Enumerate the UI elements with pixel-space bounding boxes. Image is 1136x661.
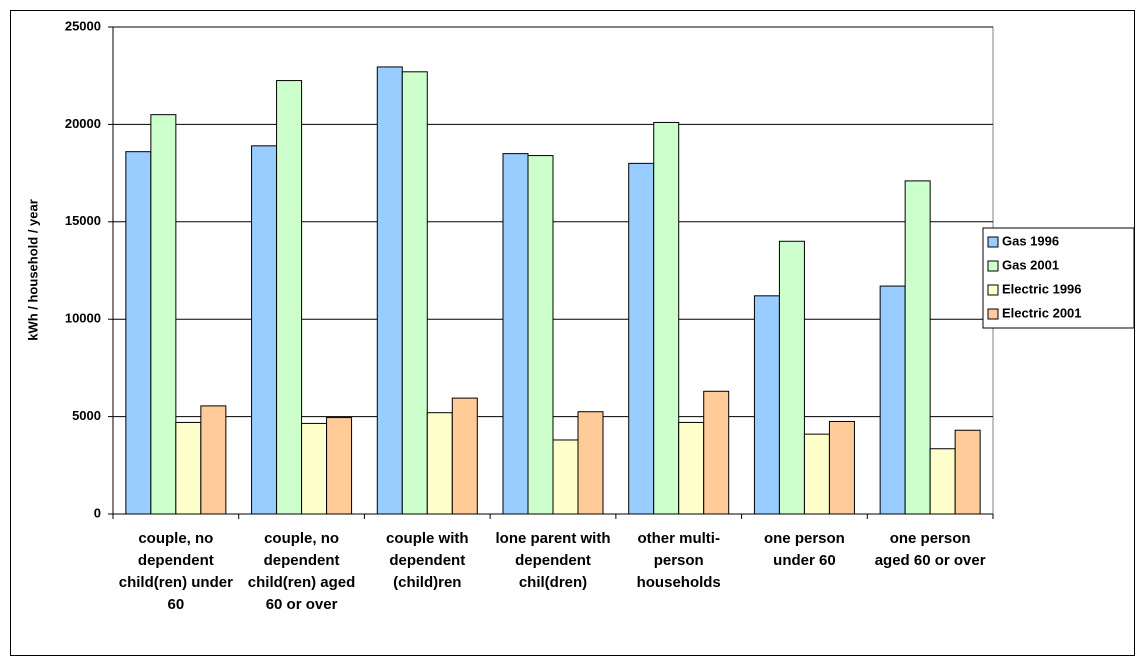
legend-label: Electric 2001 bbox=[1002, 305, 1082, 320]
bar bbox=[778, 240, 805, 515]
y-tick-label: 0 bbox=[94, 505, 101, 520]
x-tick-label: other multi-person households bbox=[636, 530, 721, 591]
y-tick-label: 15000 bbox=[65, 213, 101, 228]
bar bbox=[628, 162, 655, 515]
bar bbox=[150, 114, 177, 515]
bar bbox=[426, 412, 453, 515]
bar bbox=[200, 405, 227, 515]
bar bbox=[376, 66, 403, 515]
legend-swatch bbox=[987, 284, 999, 296]
legend-box bbox=[982, 227, 1135, 329]
x-tick-label: one person aged 60 or over bbox=[874, 530, 986, 569]
bar bbox=[703, 390, 730, 515]
y-tick-label: 25000 bbox=[65, 18, 101, 33]
legend-swatch bbox=[987, 236, 999, 248]
x-tick-label: couple with dependent (child)ren bbox=[386, 530, 469, 591]
x-tick-label: couple, no dependent child(ren) under 60 bbox=[118, 530, 233, 613]
bar bbox=[401, 71, 428, 515]
x-tick-label: couple, no dependent child(ren) aged 60 … bbox=[247, 530, 356, 613]
legend-label: Electric 1996 bbox=[1002, 281, 1082, 296]
legend-swatch bbox=[987, 260, 999, 272]
bar bbox=[753, 295, 780, 515]
y-tick-label: 10000 bbox=[65, 311, 101, 326]
bar bbox=[326, 417, 353, 515]
legend-label: Gas 1996 bbox=[1002, 233, 1059, 248]
bar bbox=[803, 433, 830, 515]
bar bbox=[451, 397, 478, 515]
bar bbox=[929, 448, 956, 515]
bar bbox=[502, 153, 529, 515]
legend-swatch bbox=[987, 308, 999, 320]
bar bbox=[904, 180, 931, 515]
bar bbox=[125, 151, 152, 515]
x-tick-label: one person under 60 bbox=[763, 530, 845, 569]
bar bbox=[251, 145, 278, 515]
bar bbox=[527, 155, 554, 515]
bar bbox=[175, 421, 202, 515]
y-tick-label: 20000 bbox=[65, 116, 101, 131]
bar bbox=[954, 429, 981, 515]
bar bbox=[552, 439, 579, 515]
bar bbox=[577, 411, 604, 515]
y-tick-label: 5000 bbox=[72, 408, 101, 423]
bar bbox=[276, 80, 303, 515]
x-tick-label: lone parent with dependent chil(dren) bbox=[495, 530, 611, 591]
bar bbox=[828, 420, 855, 515]
bar bbox=[879, 285, 906, 515]
bar bbox=[678, 421, 705, 515]
y-axis-label: kWh / household / year bbox=[25, 199, 40, 341]
legend-label: Gas 2001 bbox=[1002, 257, 1059, 272]
bar bbox=[653, 121, 680, 515]
bar bbox=[301, 422, 328, 515]
